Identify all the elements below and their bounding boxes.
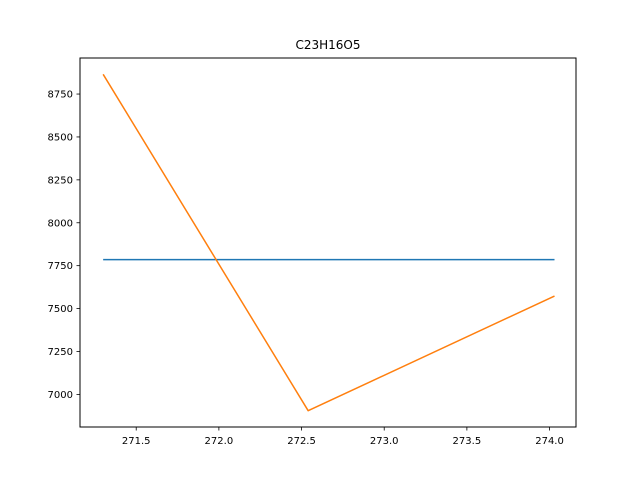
x-tick-label: 272.5 xyxy=(287,436,316,447)
y-tick-label: 8750 xyxy=(48,90,73,101)
y-tick-label: 7250 xyxy=(48,347,73,358)
y-tick-label: 8500 xyxy=(48,132,73,143)
series-2-line xyxy=(102,73,555,412)
plot-frame xyxy=(79,57,577,428)
x-tick-label: 271.5 xyxy=(122,436,151,447)
y-axis-ticks: 7000 7250 7500 7750 8000 8250 8500 8750 xyxy=(48,90,80,401)
x-tick-label: 273.5 xyxy=(453,436,482,447)
x-tick-label: 273.0 xyxy=(370,436,399,447)
y-tick-label: 7500 xyxy=(48,304,73,315)
x-tick-label: 274.0 xyxy=(535,436,564,447)
x-axis-ticks: 271.5 272.0 272.5 273.0 273.5 274.0 xyxy=(122,427,564,447)
series-layer xyxy=(102,73,555,412)
y-tick-label: 7000 xyxy=(48,390,73,401)
y-tick-label: 8000 xyxy=(48,218,73,229)
y-tick-label: 7750 xyxy=(48,261,73,272)
chart-title: C23H16O5 xyxy=(295,38,360,52)
y-tick-label: 8250 xyxy=(48,175,73,186)
x-tick-label: 272.0 xyxy=(205,436,234,447)
